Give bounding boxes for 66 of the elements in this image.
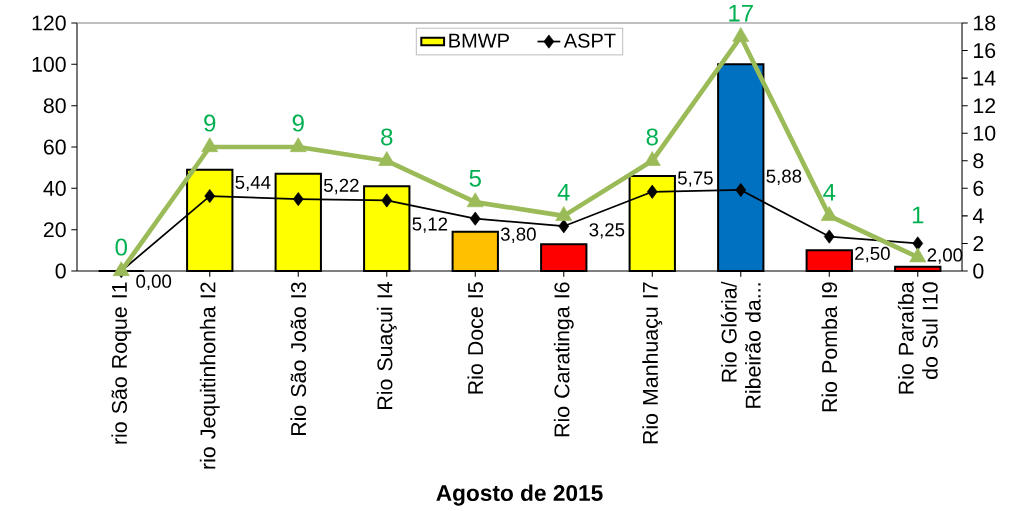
point <box>469 211 481 226</box>
data-label: 5 <box>469 169 481 187</box>
point <box>558 219 570 234</box>
y2-tick-label: 10 <box>974 125 996 141</box>
y2-tick-label: 12 <box>974 98 996 114</box>
data-label: 5,22 <box>323 178 359 195</box>
data-label: 5,44 <box>235 175 271 192</box>
data-label: 9 <box>292 114 304 132</box>
x-tick-label: Rio Doce I5 <box>467 282 484 394</box>
x-tick-label: Rio Paraíba do Sul I10 <box>897 281 938 394</box>
y2-tick-label: 0 <box>973 263 984 279</box>
x-tick-label: Rio Pomba I9 <box>821 282 838 412</box>
data-label: 3,25 <box>589 223 625 239</box>
data-label: 8 <box>381 128 393 146</box>
legend-label: ASPT <box>563 33 616 48</box>
point <box>292 192 304 207</box>
point <box>381 193 393 208</box>
data-label: 8 <box>646 128 658 146</box>
y2-tick-label: 8 <box>973 153 984 169</box>
data-label: 5,12 <box>412 217 448 233</box>
point <box>204 189 216 204</box>
y2-tick-label: 4 <box>972 208 984 224</box>
y-tick-label: 0 <box>55 263 66 279</box>
x-tick-label: Rio São João I3 <box>290 282 307 435</box>
y-tick-label: 100 <box>32 56 66 72</box>
y2-tick-label: 6 <box>973 180 984 196</box>
data-label: 4 <box>823 183 836 201</box>
point <box>555 206 573 221</box>
y2-tick-label: 16 <box>974 43 996 59</box>
y-tick-label: 60 <box>43 139 66 155</box>
x-tick-label: Rio Caratinga I6 <box>553 282 574 437</box>
x-tick-label: Rio Suaçui I4 <box>376 282 397 409</box>
point <box>732 27 750 42</box>
data-label: 3,80 <box>500 227 536 243</box>
data-label: 17 <box>729 4 753 22</box>
point <box>912 236 924 251</box>
data-label: 0 <box>115 238 127 256</box>
x-tick-label: rio São Roque I1 <box>111 282 132 444</box>
x-axis-title: Agosto de 2015 <box>436 484 603 506</box>
data-label: 2,50 <box>855 246 890 263</box>
point <box>289 137 307 152</box>
data-label: 5,88 <box>766 169 802 186</box>
y2-tick-label: 14 <box>974 70 996 86</box>
y-tick-label: 120 <box>32 15 66 31</box>
data-label: 5,75 <box>677 171 713 187</box>
point <box>643 151 661 166</box>
y2-tick-label: 2 <box>973 236 984 251</box>
point <box>646 184 658 199</box>
data-label: 0,00 <box>136 274 172 291</box>
y2-tick-label: 18 <box>974 15 996 31</box>
y-tick-label: 80 <box>43 98 66 114</box>
point <box>201 137 219 152</box>
data-label: 1 <box>912 206 924 224</box>
point <box>466 192 484 208</box>
data-label: 9 <box>204 114 216 132</box>
point <box>823 229 835 244</box>
point <box>820 206 838 221</box>
x-tick-label: rio Jequitinhonha I2 <box>199 282 220 469</box>
data-label: 2,00 <box>927 248 963 264</box>
y-tick-label: 40 <box>43 180 66 196</box>
data-label: 4 <box>557 183 570 201</box>
x-tick-label: Rio Manhuaçu I7 <box>642 282 663 444</box>
legend-label: BMWP <box>449 33 509 48</box>
x-tick-label: Rio Glória/ Ribeirão da... <box>720 281 761 408</box>
point <box>735 182 747 197</box>
y-tick-label: 20 <box>43 222 66 238</box>
